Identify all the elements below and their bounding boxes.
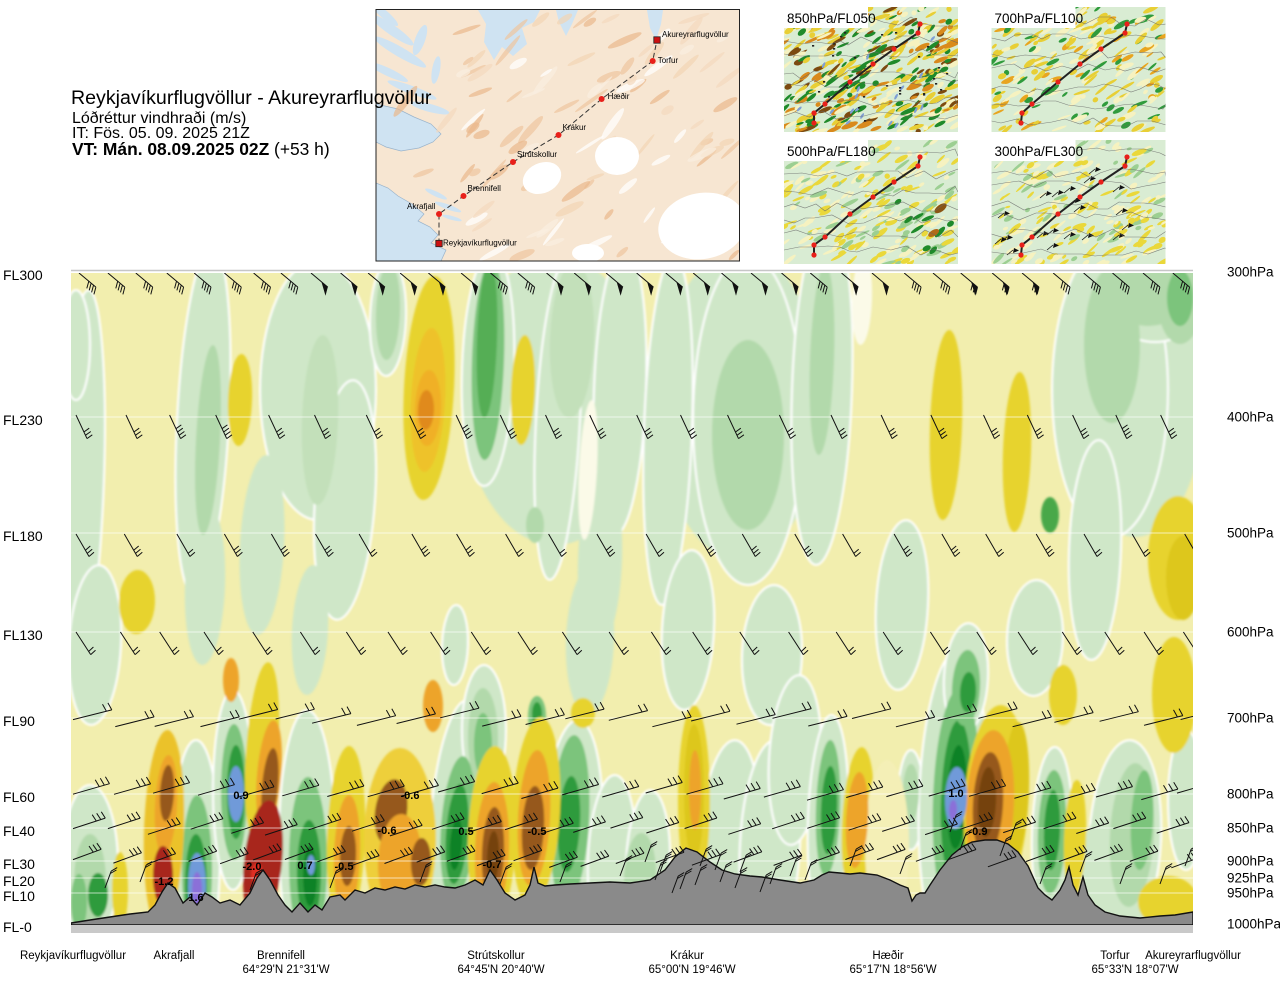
svg-text:Reykjavíkurflugvöllur: Reykjavíkurflugvöllur (443, 239, 517, 248)
svg-text:Strútskollur: Strútskollur (517, 150, 557, 159)
svg-text:FL-0: FL-0 (3, 919, 32, 935)
svg-text:-2.0: -2.0 (243, 861, 262, 873)
svg-text:FL20: FL20 (3, 873, 35, 889)
svg-text:700hPa/FL100: 700hPa/FL100 (995, 11, 1084, 26)
svg-text:700hPa: 700hPa (1227, 711, 1274, 726)
svg-text:Akrafjall: Akrafjall (154, 950, 195, 962)
svg-text:FL60: FL60 (3, 789, 35, 805)
svg-text:600hPa: 600hPa (1227, 625, 1274, 640)
svg-text:Strútskollur: Strútskollur (467, 950, 525, 962)
svg-text:925hPa: 925hPa (1227, 871, 1274, 886)
svg-text:900hPa: 900hPa (1227, 854, 1274, 869)
svg-text:65°33'N 18°07'W: 65°33'N 18°07'W (1091, 964, 1178, 976)
svg-text:IT: Fös. 05. 09. 2025 21Z: IT: Fös. 05. 09. 2025 21Z (72, 125, 250, 142)
svg-text:300hPa/FL300: 300hPa/FL300 (995, 144, 1084, 159)
svg-text:-1.2: -1.2 (155, 876, 174, 888)
svg-text:500hPa: 500hPa (1227, 526, 1274, 541)
svg-text:-0.6: -0.6 (378, 825, 397, 837)
svg-text:Reykjavíkurflugvöllur: Reykjavíkurflugvöllur (20, 950, 126, 962)
svg-text:300hPa: 300hPa (1227, 265, 1274, 280)
svg-text:FL230: FL230 (3, 412, 43, 428)
svg-text:-0.5: -0.5 (528, 826, 547, 838)
svg-text:Torfur: Torfur (658, 56, 679, 65)
svg-text:Hæðir: Hæðir (872, 950, 903, 962)
svg-text:64°29'N 21°31'W: 64°29'N 21°31'W (242, 964, 329, 976)
svg-text:FL40: FL40 (3, 823, 35, 839)
svg-text:Krákur: Krákur (563, 123, 587, 132)
svg-text:65°17'N 18°56'W: 65°17'N 18°56'W (849, 964, 936, 976)
svg-text:FL30: FL30 (3, 856, 35, 872)
svg-text:-0.9: -0.9 (969, 826, 988, 838)
svg-text:-0.7: -0.7 (483, 859, 502, 871)
svg-text:850hPa/FL050: 850hPa/FL050 (787, 11, 876, 26)
svg-text:-0.6: -0.6 (401, 790, 420, 802)
svg-text:500hPa/FL180: 500hPa/FL180 (787, 144, 876, 159)
svg-text:Lóðréttur vindhraði (m/s): Lóðréttur vindhraði (m/s) (72, 110, 246, 127)
svg-text:64°45'N 20°40'W: 64°45'N 20°40'W (457, 964, 544, 976)
svg-text:Krákur: Krákur (670, 950, 704, 962)
svg-text:Hæðir: Hæðir (608, 92, 630, 101)
svg-text:Akrafjall: Akrafjall (407, 202, 436, 211)
svg-text:FL130: FL130 (3, 627, 43, 643)
svg-text:Brennifell: Brennifell (468, 184, 502, 193)
svg-text:65°00'N 19°46'W: 65°00'N 19°46'W (648, 964, 735, 976)
svg-text:FL90: FL90 (3, 713, 35, 729)
svg-text:400hPa: 400hPa (1227, 410, 1274, 425)
svg-text:FL300: FL300 (3, 267, 43, 283)
svg-text:1.6: 1.6 (188, 892, 203, 904)
svg-text:850hPa: 850hPa (1227, 821, 1274, 836)
svg-text:0.9: 0.9 (233, 790, 248, 802)
svg-text:Torfur: Torfur (1100, 950, 1130, 962)
svg-text:Brennifell: Brennifell (257, 950, 305, 962)
svg-text:FL10: FL10 (3, 888, 35, 904)
svg-text:800hPa: 800hPa (1227, 787, 1274, 802)
svg-text:1000hPa: 1000hPa (1227, 917, 1280, 932)
svg-text:VT: Mán. 08.09.2025 02Z (+53 h: VT: Mán. 08.09.2025 02Z (+53 h) (72, 139, 330, 159)
svg-text:1.0: 1.0 (948, 788, 963, 800)
svg-text:Reykjavíkurflugvöllur - Akurey: Reykjavíkurflugvöllur - Akureyrarflugvöl… (71, 87, 432, 109)
svg-text:950hPa: 950hPa (1227, 886, 1274, 901)
svg-text:0.7: 0.7 (297, 860, 312, 872)
svg-text:0.5: 0.5 (458, 826, 473, 838)
svg-text:-0.5: -0.5 (335, 861, 354, 873)
svg-text:Akureyrarflugvöllur: Akureyrarflugvöllur (662, 30, 729, 39)
svg-text:Akureyrarflugvöllur: Akureyrarflugvöllur (1145, 950, 1241, 962)
svg-text:FL180: FL180 (3, 528, 43, 544)
